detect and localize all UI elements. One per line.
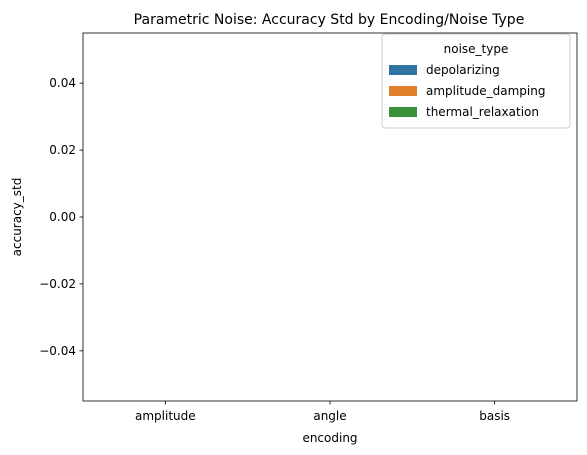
legend-swatch bbox=[389, 107, 417, 117]
legend-box bbox=[381, 33, 571, 129]
x-tick-label: angle bbox=[313, 409, 346, 423]
legend-swatch bbox=[389, 65, 417, 75]
y-tick-label: 0.04 bbox=[49, 76, 76, 90]
legend-items: depolarizing amplitude_damping thermal_rel… bbox=[389, 63, 545, 119]
x-axis-ticks: amplitude angle basis bbox=[135, 401, 510, 423]
y-tick-label: 0.02 bbox=[49, 143, 76, 157]
x-axis-label: encoding bbox=[302, 431, 357, 445]
legend-entry-label: amplitude_damping bbox=[426, 84, 545, 98]
chart-title: Parametric Noise: Accuracy Std by Encodi… bbox=[134, 12, 525, 28]
y-axis-label: accuracy_std bbox=[10, 178, 24, 257]
y-tick-label: 0.00 bbox=[49, 210, 76, 224]
x-tick-label: amplitude bbox=[135, 409, 196, 423]
legend: noise_type depolarizing amplitude_damping… bbox=[381, 33, 571, 129]
y-tick-label: −0.04 bbox=[39, 344, 76, 358]
plot-frame bbox=[82, 32, 578, 402]
y-tick-label: −0.02 bbox=[39, 277, 76, 291]
y-axis-ticks: −0.04 −0.02 0.00 0.02 0.04 bbox=[39, 76, 83, 358]
x-tick-label: basis bbox=[479, 409, 510, 423]
legend-title: noise_type bbox=[444, 42, 509, 56]
legend-swatch bbox=[389, 86, 417, 96]
legend-entry-label: depolarizing bbox=[426, 63, 500, 77]
legend-entry-label: thermal_relaxation bbox=[426, 105, 539, 119]
